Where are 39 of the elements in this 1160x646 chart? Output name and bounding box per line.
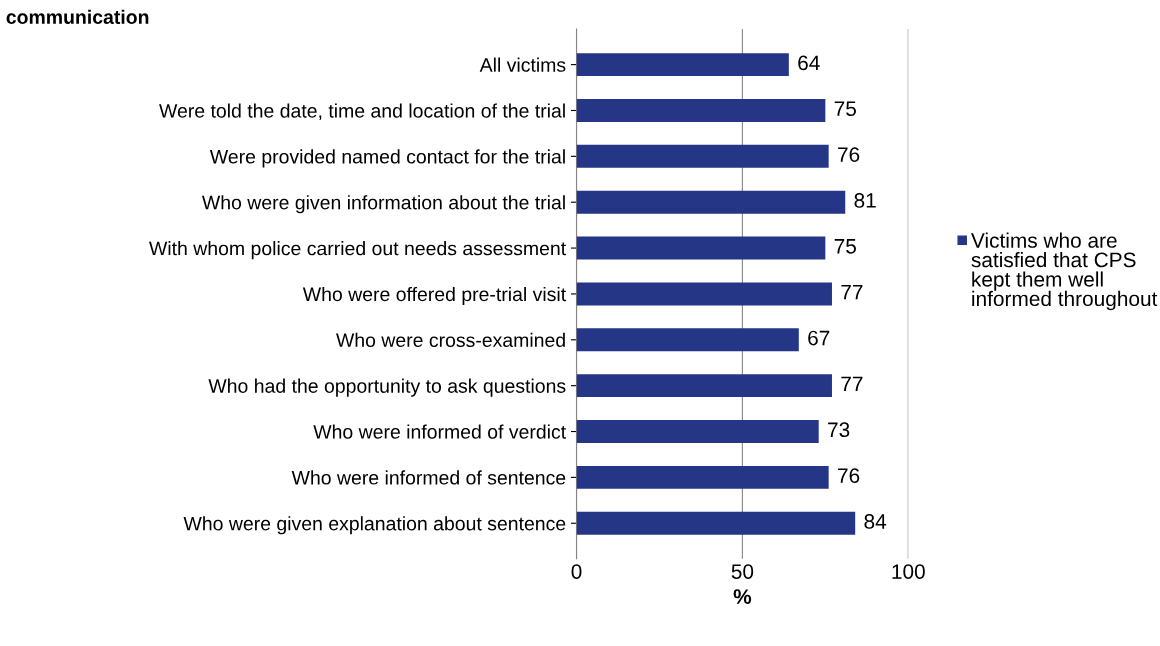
y-tick-label: With whom police carried out needs assessment xyxy=(149,241,566,260)
data-label: 77 xyxy=(841,376,863,392)
x-axis-title: % xyxy=(733,589,752,604)
y-tick-label: Who were informed of sentence xyxy=(291,470,566,485)
data-label: 76 xyxy=(838,468,860,483)
legend-label: Victims who are satisfied that CPS kept them well informed throughout xyxy=(971,232,1158,311)
y-tick-label: Were provided named contact for the trial xyxy=(209,149,565,168)
y-tick-label: Who were given information about the trial xyxy=(201,195,565,214)
bar xyxy=(576,144,829,168)
y-tick-label: Who were given explanation about sentence xyxy=(183,516,566,535)
bar xyxy=(576,190,846,214)
y-tick-label: Were told the date, time and location of the trial xyxy=(159,103,565,121)
y-tick-label: Who had the opportunity to ask questions xyxy=(208,378,566,397)
y-tick-label: Who were informed of verdict xyxy=(313,424,566,439)
data-label: 81 xyxy=(854,193,876,208)
y-tick-label: Who were cross-examined xyxy=(336,332,565,348)
data-label: 76 xyxy=(838,147,860,162)
bar xyxy=(576,328,799,352)
bar xyxy=(576,420,819,443)
y-tick-label: All victims xyxy=(479,57,566,72)
data-label: 64 xyxy=(798,55,820,71)
bar xyxy=(576,282,832,306)
data-label: 77 xyxy=(841,284,863,300)
data-label: 73 xyxy=(828,422,850,438)
bar xyxy=(576,465,829,489)
bar xyxy=(576,236,826,260)
bar xyxy=(576,53,789,77)
bar xyxy=(576,511,856,535)
bar xyxy=(576,99,826,122)
y-tick-label: Who were offered pre-trial visit xyxy=(302,286,566,306)
data-label: 67 xyxy=(808,330,830,346)
data-label: 75 xyxy=(834,239,856,254)
data-label: 75 xyxy=(834,101,856,117)
data-label: 84 xyxy=(864,514,887,529)
bar xyxy=(576,374,832,398)
x-tick-label: 100 xyxy=(892,564,925,579)
x-tick-label: 50 xyxy=(731,564,754,579)
text: communication xyxy=(6,9,149,24)
x-tick-label: 0 xyxy=(571,564,582,579)
